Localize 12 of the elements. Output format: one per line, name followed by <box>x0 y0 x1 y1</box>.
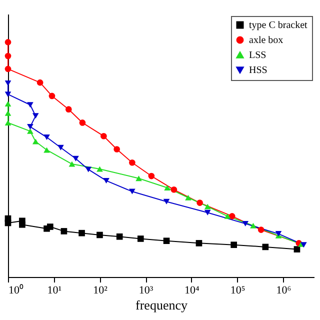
x-tick-label: 10¹ <box>47 284 62 296</box>
legend-label: axle box <box>249 35 284 46</box>
legend-label: type C bracket <box>249 20 308 31</box>
x-tick-label: 10³ <box>138 284 154 296</box>
legend-label: LSS <box>249 50 266 61</box>
x-tick-label: 10² <box>93 284 108 296</box>
x-tick-label: 10⁰ <box>8 284 24 296</box>
x-tick-label: 10⁶ <box>276 284 292 296</box>
x-axis-title: frequency <box>136 298 188 312</box>
legend-label: HSS <box>249 65 268 76</box>
x-tick-label: 10⁵ <box>230 284 246 296</box>
x-tick-label: 10⁴ <box>184 284 200 296</box>
